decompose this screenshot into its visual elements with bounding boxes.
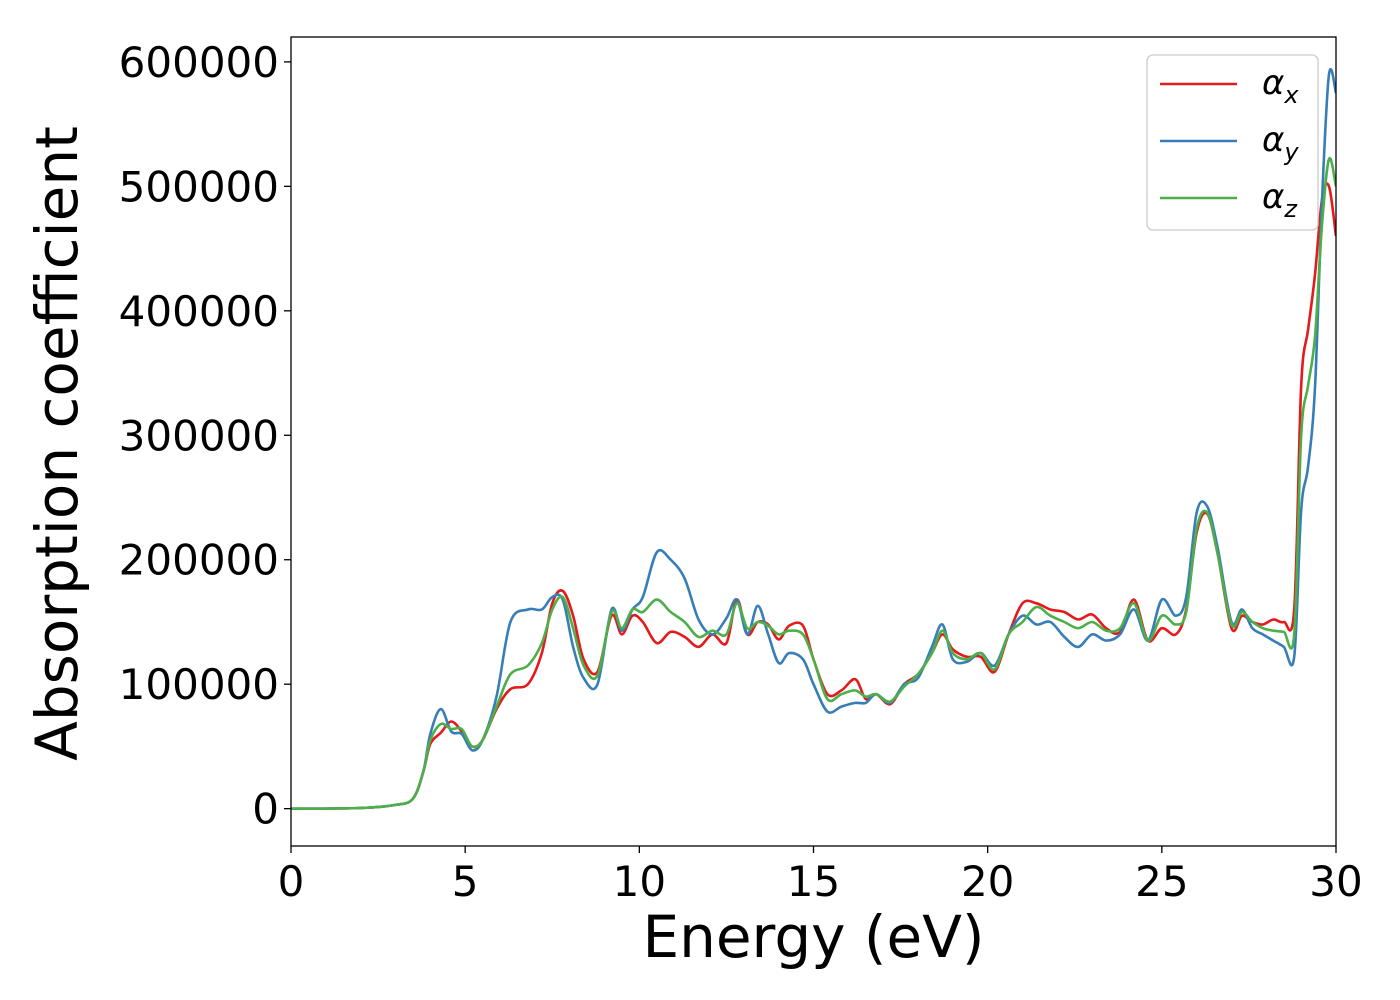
y-tick-label: 200000	[119, 536, 279, 585]
x-axis-title: Energy (eV)	[642, 903, 984, 971]
y-tick-label: 0	[252, 785, 279, 834]
x-tick-label: 20	[961, 857, 1014, 906]
y-axis: 0 100000 200000 300000 400000 500000 600000	[119, 38, 291, 834]
legend-symbol: α	[1262, 177, 1284, 217]
y-tick-label: 100000	[119, 660, 279, 709]
x-tick-label: 15	[787, 857, 840, 906]
x-axis: 0 5 10 15 20 25 30	[278, 846, 1363, 906]
legend-label-y: αy	[1262, 120, 1299, 166]
legend-subscript: z	[1283, 195, 1298, 223]
legend-label-z: αz	[1262, 177, 1298, 223]
y-tick-label: 400000	[119, 287, 279, 336]
series-line-z	[291, 156, 1336, 810]
y-tick-label: 300000	[119, 411, 279, 460]
x-tick-label: 30	[1309, 857, 1362, 906]
y-tick-label: 600000	[119, 38, 279, 87]
series-layer	[291, 68, 1336, 810]
legend-symbol: α	[1262, 120, 1284, 160]
x-tick-label: 0	[278, 857, 305, 906]
legend-box	[1146, 54, 1319, 231]
y-tick-label: 500000	[119, 162, 279, 211]
legend-subscript: y	[1283, 138, 1299, 166]
legend-label-x: αx	[1262, 63, 1299, 109]
x-tick-label: 25	[1135, 857, 1188, 906]
legend-subscript: x	[1283, 81, 1299, 109]
x-tick-label: 10	[613, 857, 666, 906]
y-axis-title: Absorption coefficient	[23, 126, 91, 761]
x-tick-label: 5	[452, 857, 479, 906]
legend-symbol: α	[1262, 63, 1284, 103]
